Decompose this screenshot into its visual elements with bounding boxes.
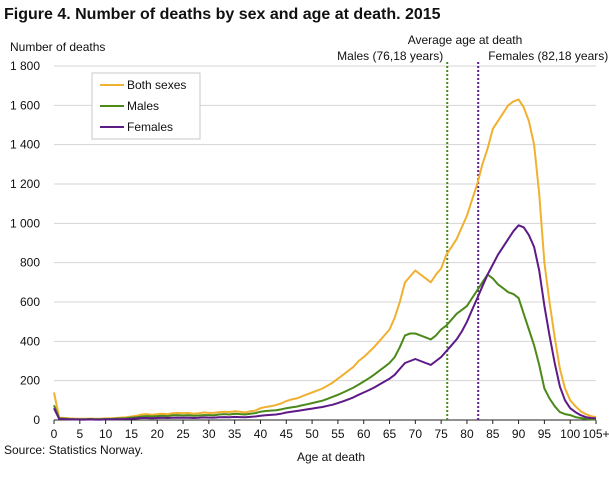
x-tick-label: 5 <box>76 427 83 441</box>
x-tick-label: 50 <box>305 427 319 441</box>
chart-title: Figure 4. Number of deaths by sex and ag… <box>4 6 441 23</box>
x-tick-label: 10 <box>99 427 113 441</box>
y-tick-label: 0 <box>33 413 40 427</box>
series-line-both-sexes <box>53 98 597 420</box>
legend-label: Males <box>127 99 159 113</box>
y-tick-label: 1 800 <box>10 59 40 73</box>
x-tick-label: 0 <box>51 427 58 441</box>
y-tick-label: 800 <box>20 256 40 270</box>
y-axis-label: Number of deaths <box>10 40 105 54</box>
x-tick-label: 20 <box>151 427 165 441</box>
reference-header: Average age at death <box>408 33 523 47</box>
y-tick-label: 1 600 <box>10 98 40 112</box>
series-line-males <box>53 273 597 421</box>
y-tick-label: 1 400 <box>10 138 40 152</box>
x-tick-label: 100 <box>560 427 580 441</box>
x-tick-label: 105+ <box>582 427 609 441</box>
series-line-females <box>53 224 597 421</box>
x-tick-label: 85 <box>486 427 500 441</box>
reference-label: Males (76,18 years) <box>337 49 443 63</box>
x-tick-label: 90 <box>512 427 526 441</box>
y-tick-label: 400 <box>20 334 40 348</box>
x-tick-label: 45 <box>280 427 294 441</box>
x-tick-label: 30 <box>202 427 216 441</box>
x-tick-label: 25 <box>176 427 190 441</box>
x-tick-label: 35 <box>228 427 242 441</box>
x-tick-label: 65 <box>383 427 397 441</box>
x-tick-label: 80 <box>460 427 474 441</box>
x-tick-label: 40 <box>254 427 268 441</box>
y-tick-label: 1 000 <box>10 216 40 230</box>
x-tick-label: 95 <box>538 427 552 441</box>
legend-label: Both sexes <box>127 78 186 92</box>
x-tick-label: 75 <box>434 427 448 441</box>
x-tick-label: 15 <box>125 427 139 441</box>
y-tick-label: 200 <box>20 374 40 388</box>
y-tick-label: 1 200 <box>10 177 40 191</box>
legend-label: Females <box>127 120 173 134</box>
x-axis-label: Age at death <box>297 450 365 464</box>
x-tick-label: 55 <box>331 427 345 441</box>
x-tick-label: 70 <box>409 427 423 441</box>
reference-label: Females (82,18 years) <box>488 49 608 63</box>
y-tick-label: 600 <box>20 295 40 309</box>
x-tick-label: 60 <box>357 427 371 441</box>
source-note: Source: Statistics Norway. <box>4 443 144 457</box>
